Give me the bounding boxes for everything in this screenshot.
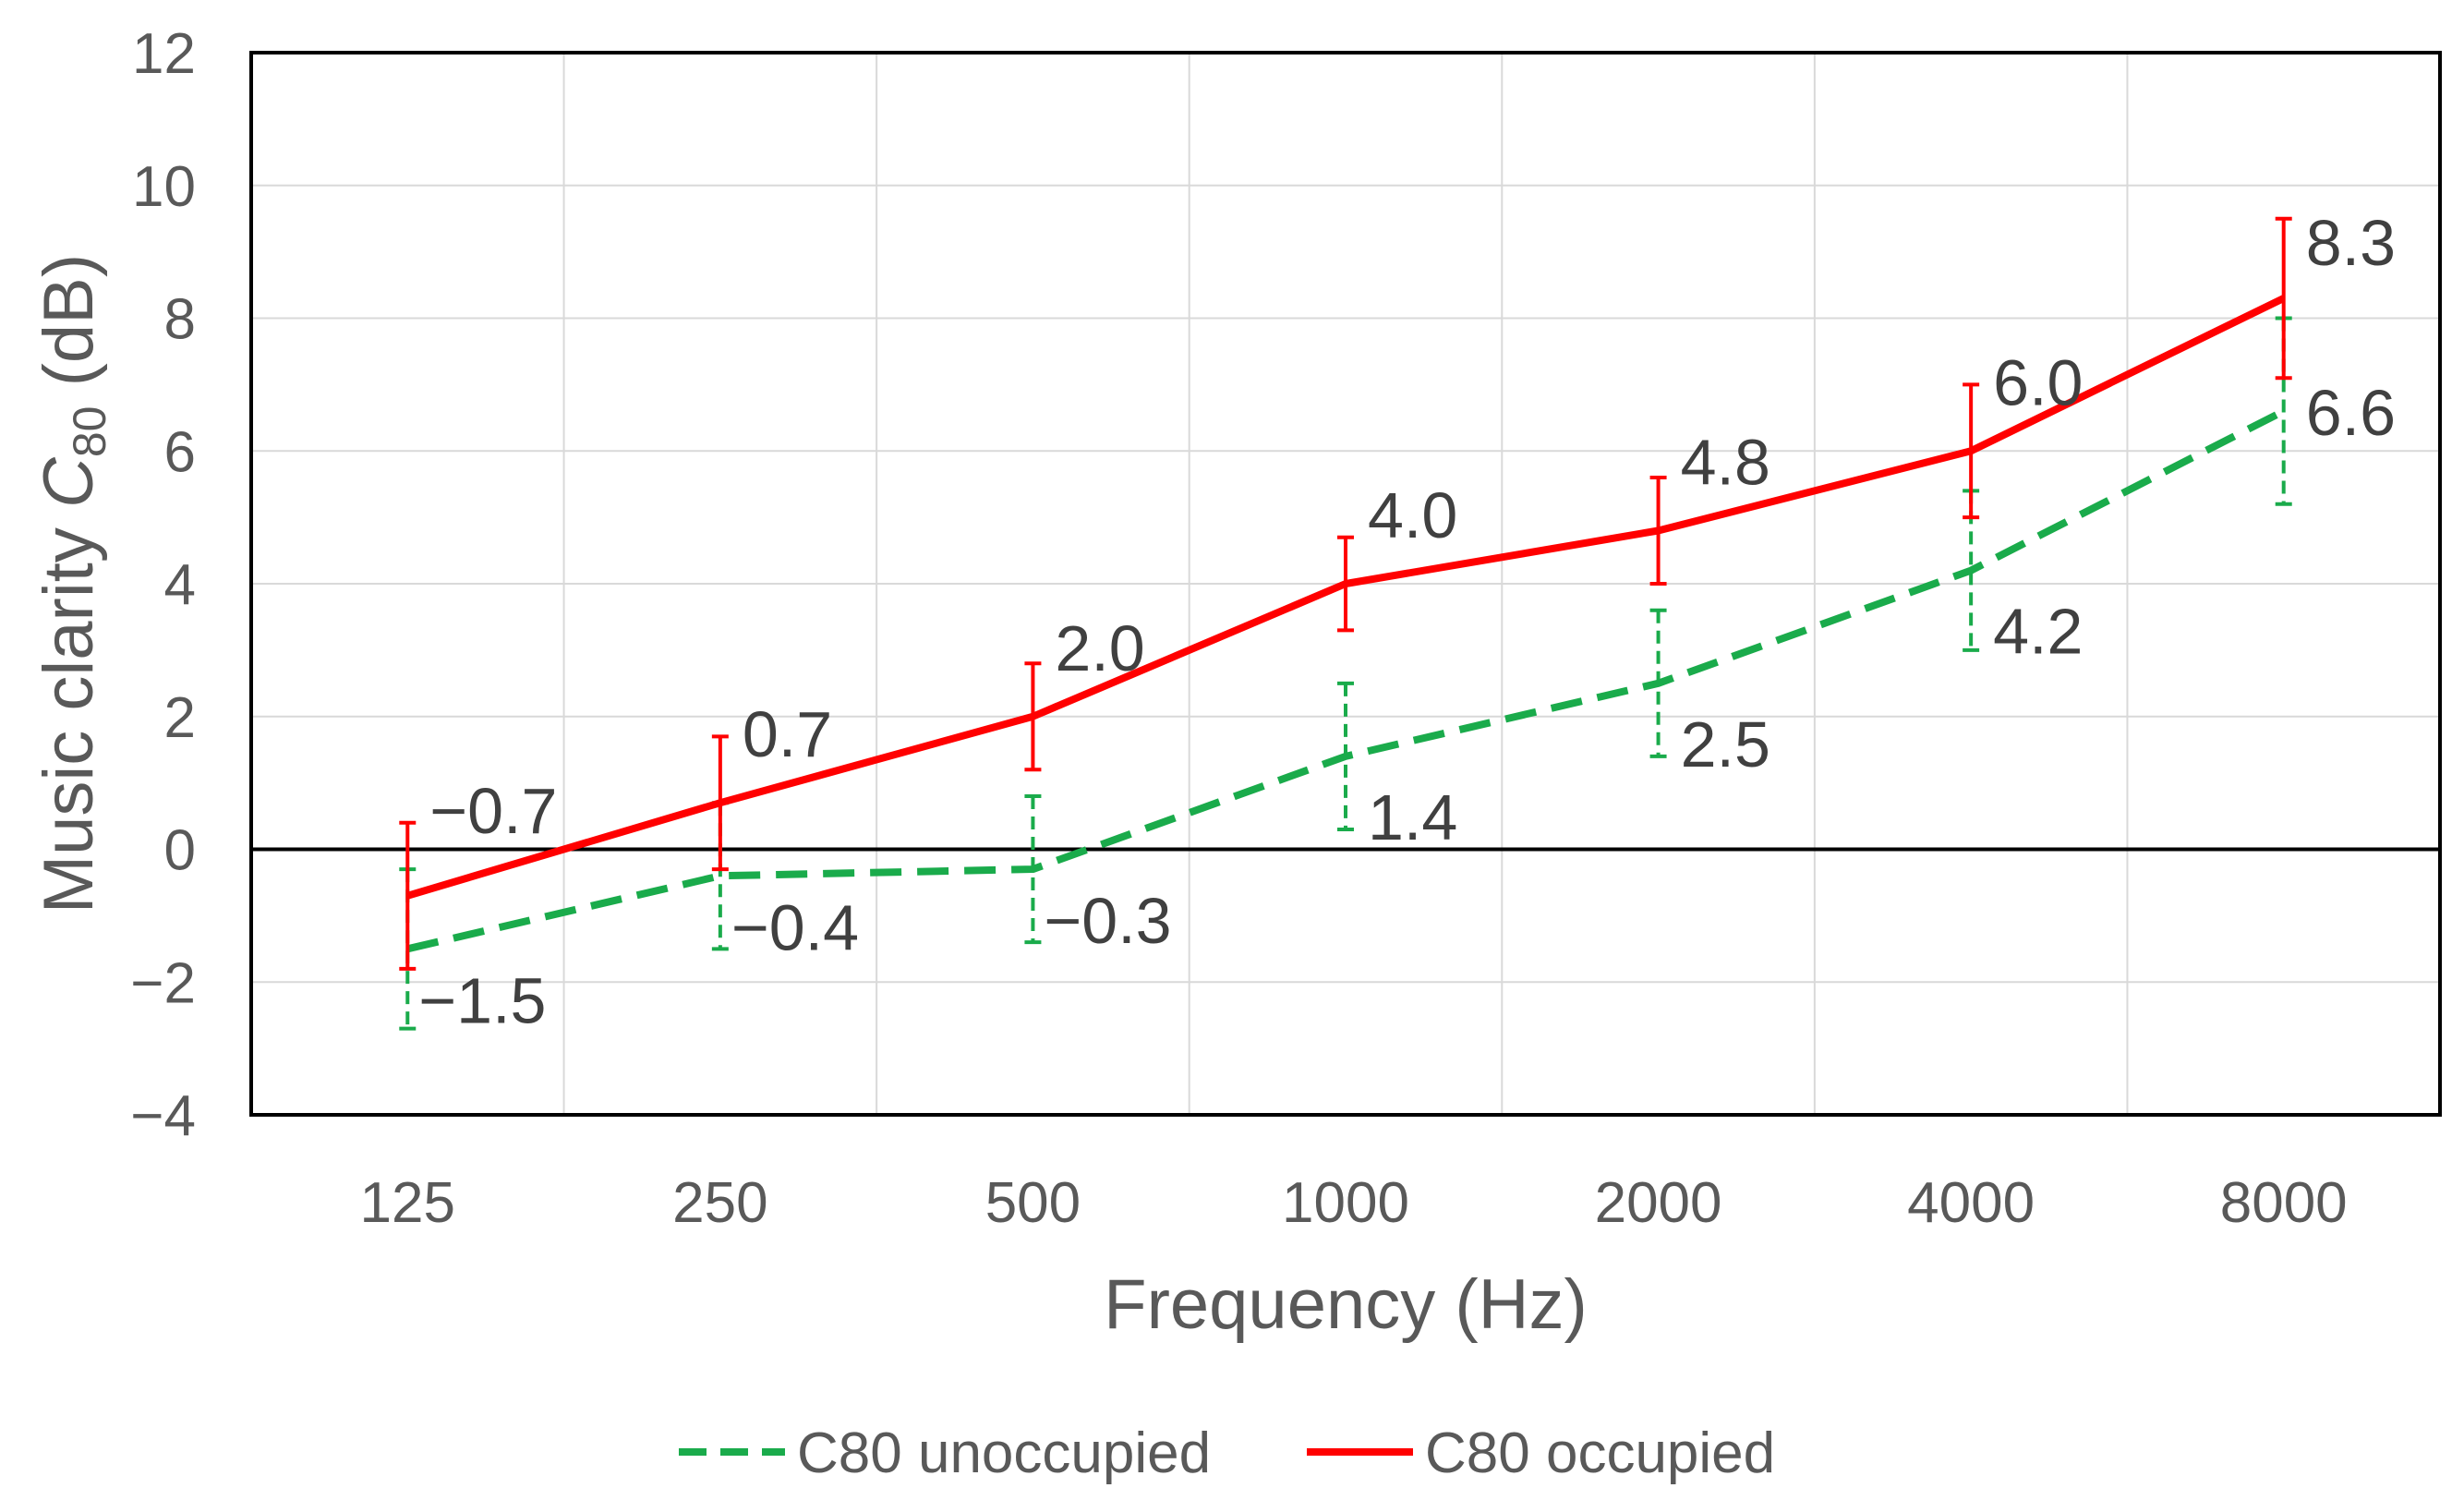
y-tick-label: −2	[130, 951, 196, 1015]
y-tick-label: 8	[164, 288, 196, 352]
x-tick-label: 4000	[1907, 1171, 2035, 1235]
y-axis-title-symbol: C	[30, 456, 108, 508]
y-axis-title-prefix: Music clarity	[30, 508, 108, 913]
y-tick-label: 12	[132, 22, 196, 86]
y-axis-title-subscript: 80	[64, 406, 115, 458]
data-label-unoccupied: −0.4	[731, 891, 859, 963]
series-layer	[399, 216, 2292, 1031]
data-label-occupied: 4.0	[1368, 479, 1457, 551]
x-tick-label: 2000	[1595, 1171, 1722, 1235]
legend-occupied-label: C80 occupied	[1425, 1421, 1775, 1485]
data-label-occupied: 8.3	[2306, 207, 2396, 279]
x-tick-label: 8000	[2220, 1171, 2348, 1235]
data-label-unoccupied: 6.6	[2306, 377, 2396, 449]
y-axis-title: Music clarity C80 (dB)	[30, 254, 115, 913]
series-line-unoccupied	[406, 407, 2286, 953]
legend: C80 unoccupied C80 occupied	[679, 1421, 1775, 1485]
y-tick-label: 2	[164, 686, 196, 750]
x-axis-title: Frequency (Hz)	[1104, 1265, 1588, 1344]
data-label-unoccupied: 4.2	[1993, 596, 2083, 668]
data-label-occupied: 2.0	[1055, 612, 1144, 684]
y-tick-label: 10	[132, 155, 196, 219]
grid	[251, 53, 2440, 1115]
data-label-unoccupied: 1.4	[1368, 781, 1457, 853]
y-tick-labels: −4 −2 0 2 4 6 8 10 12	[130, 22, 196, 1148]
data-label-unoccupied: −0.3	[1044, 885, 1171, 957]
data-label-occupied: 4.8	[1681, 427, 1770, 499]
data-label-occupied: 0.7	[743, 698, 832, 770]
plot-frame	[249, 51, 2442, 1117]
x-tick-label: 125	[360, 1171, 455, 1235]
series-occupied	[399, 216, 2292, 971]
data-labels: −1.5 −0.4 −0.3 1.4 2.5 4.2 6.6 −0.7 0.7 2.0 4.0 4.8…	[418, 207, 2396, 1036]
data-label-occupied: 6.0	[1993, 346, 2083, 418]
legend-unoccupied-label: C80 unoccupied	[797, 1421, 1211, 1485]
x-tick-label: 1000	[1282, 1171, 1409, 1235]
data-label-unoccupied: −1.5	[418, 964, 546, 1036]
x-tick-label: 500	[985, 1171, 1081, 1235]
series-line-occupied	[406, 295, 2286, 900]
y-tick-label: 4	[164, 553, 196, 617]
y-tick-label: 0	[164, 819, 196, 883]
x-tick-labels: 125 250 500 1000 2000 4000 8000	[360, 1171, 2348, 1235]
data-label-unoccupied: 2.5	[1681, 708, 1770, 780]
data-label-occupied: −0.7	[429, 775, 557, 847]
x-tick-label: 250	[672, 1171, 767, 1235]
y-tick-label: 6	[164, 420, 196, 484]
series-unoccupied	[399, 316, 2292, 1031]
y-axis-title-suffix: (dB)	[30, 254, 108, 406]
y-tick-label: −4	[130, 1084, 196, 1148]
